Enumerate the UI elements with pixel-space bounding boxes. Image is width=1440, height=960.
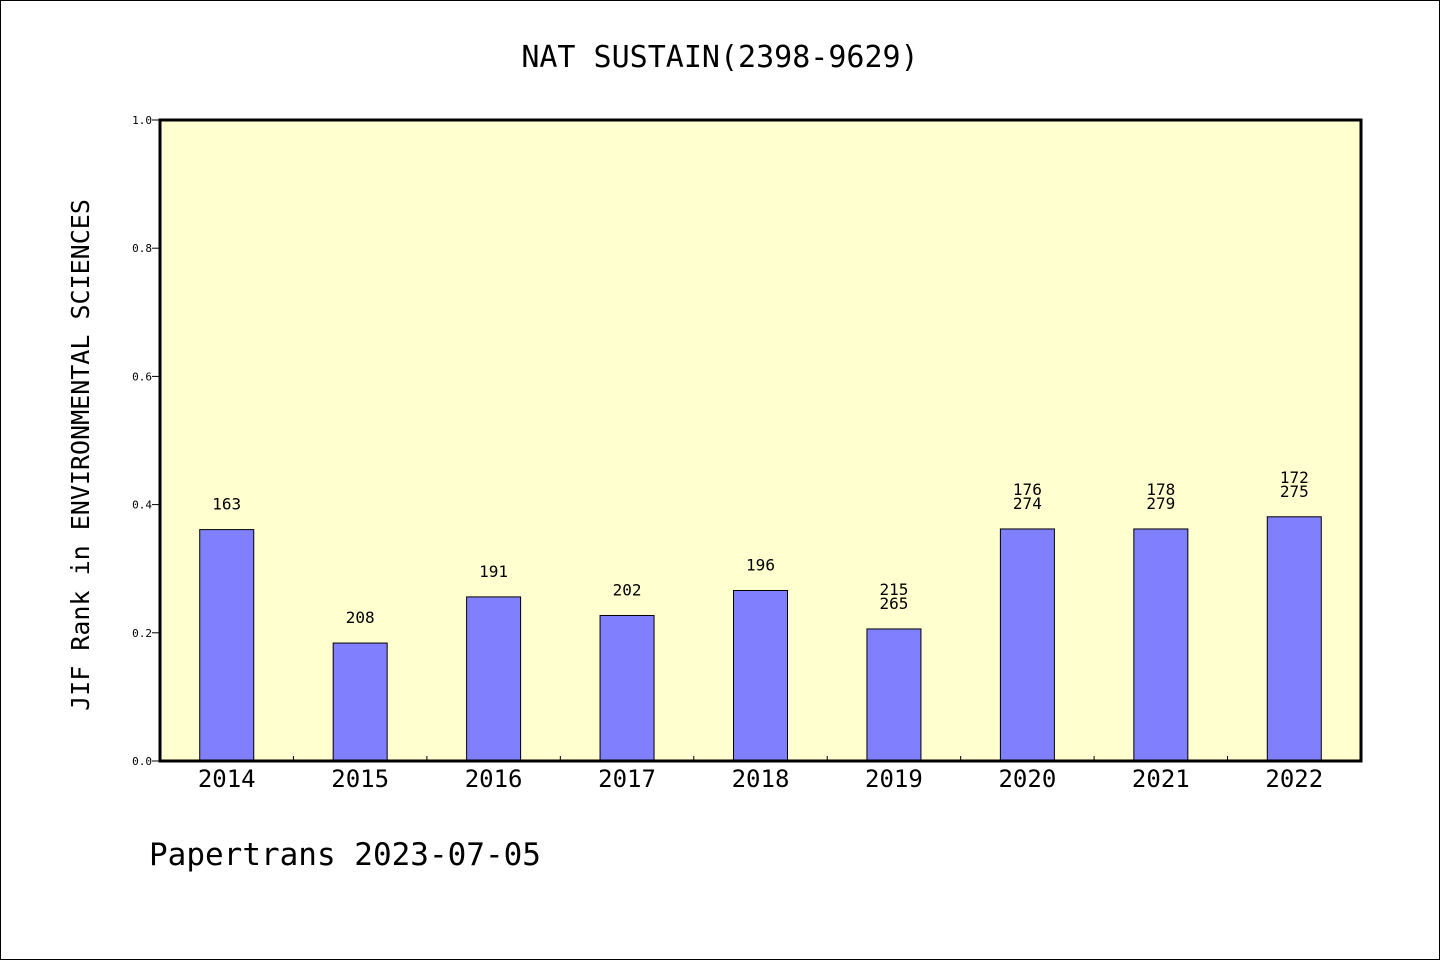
x-axis: 2014 2015 2016 2017 2018 2019 2020 2021 2022: [198, 756, 1323, 793]
x-tick-label: 2018: [732, 765, 790, 793]
x-tick-label: 2017: [598, 765, 656, 793]
bar-2022: [1266, 516, 1322, 762]
y-tick-label: 0.4: [132, 499, 152, 512]
data-label: 279: [1146, 494, 1175, 513]
data-label: 172: [1280, 468, 1309, 487]
footer-text: Papertrans 2023-07-05: [149, 837, 541, 873]
data-label: 265: [879, 594, 908, 613]
data-label: 275: [1280, 482, 1309, 501]
x-tick-label: 2014: [198, 765, 256, 793]
y-tick-label: 0.2: [132, 627, 152, 640]
data-label: 191: [479, 562, 508, 581]
data-label: 202: [613, 580, 642, 599]
data-label: 163: [212, 495, 241, 514]
x-tick-label: 2015: [331, 765, 389, 793]
bar-2021: [1133, 528, 1189, 762]
x-tick-label: 2019: [865, 765, 923, 793]
bar-2014: [199, 529, 255, 762]
data-label: 274: [1013, 494, 1042, 513]
bar-2015: [332, 642, 388, 762]
bar-2016: [466, 596, 522, 762]
y-tick-label: 1.0: [132, 114, 152, 127]
x-tick-label: 2016: [465, 765, 523, 793]
data-label: 176: [1013, 480, 1042, 499]
data-label: 196: [746, 555, 775, 574]
x-tick-label: 2021: [1132, 765, 1190, 793]
x-tick-label: 2020: [998, 765, 1056, 793]
bar-2018: [733, 589, 788, 762]
chart-title: NAT SUSTAIN(2398-9629): [521, 40, 918, 75]
data-label: 215: [879, 580, 908, 599]
x-tick-label: 2022: [1265, 765, 1323, 793]
bar-2020: [999, 528, 1055, 762]
bar-2019: [866, 628, 922, 762]
y-tick-label: 0.6: [132, 370, 152, 383]
data-label: 208: [346, 608, 375, 627]
bars-group: [199, 516, 1322, 762]
plot-border: [158, 118, 1363, 763]
y-axis-label: JIF Rank in ENVIRONMENTAL SCIENCES: [66, 199, 95, 711]
y-tick-label: 0.8: [132, 242, 152, 255]
data-label: 178: [1146, 480, 1175, 499]
y-axis: 0.0 0.2 0.4 0.6 0.8 1.0: [132, 114, 160, 768]
bar-2017: [599, 614, 655, 762]
y-tick-label: 0.0: [132, 755, 152, 768]
